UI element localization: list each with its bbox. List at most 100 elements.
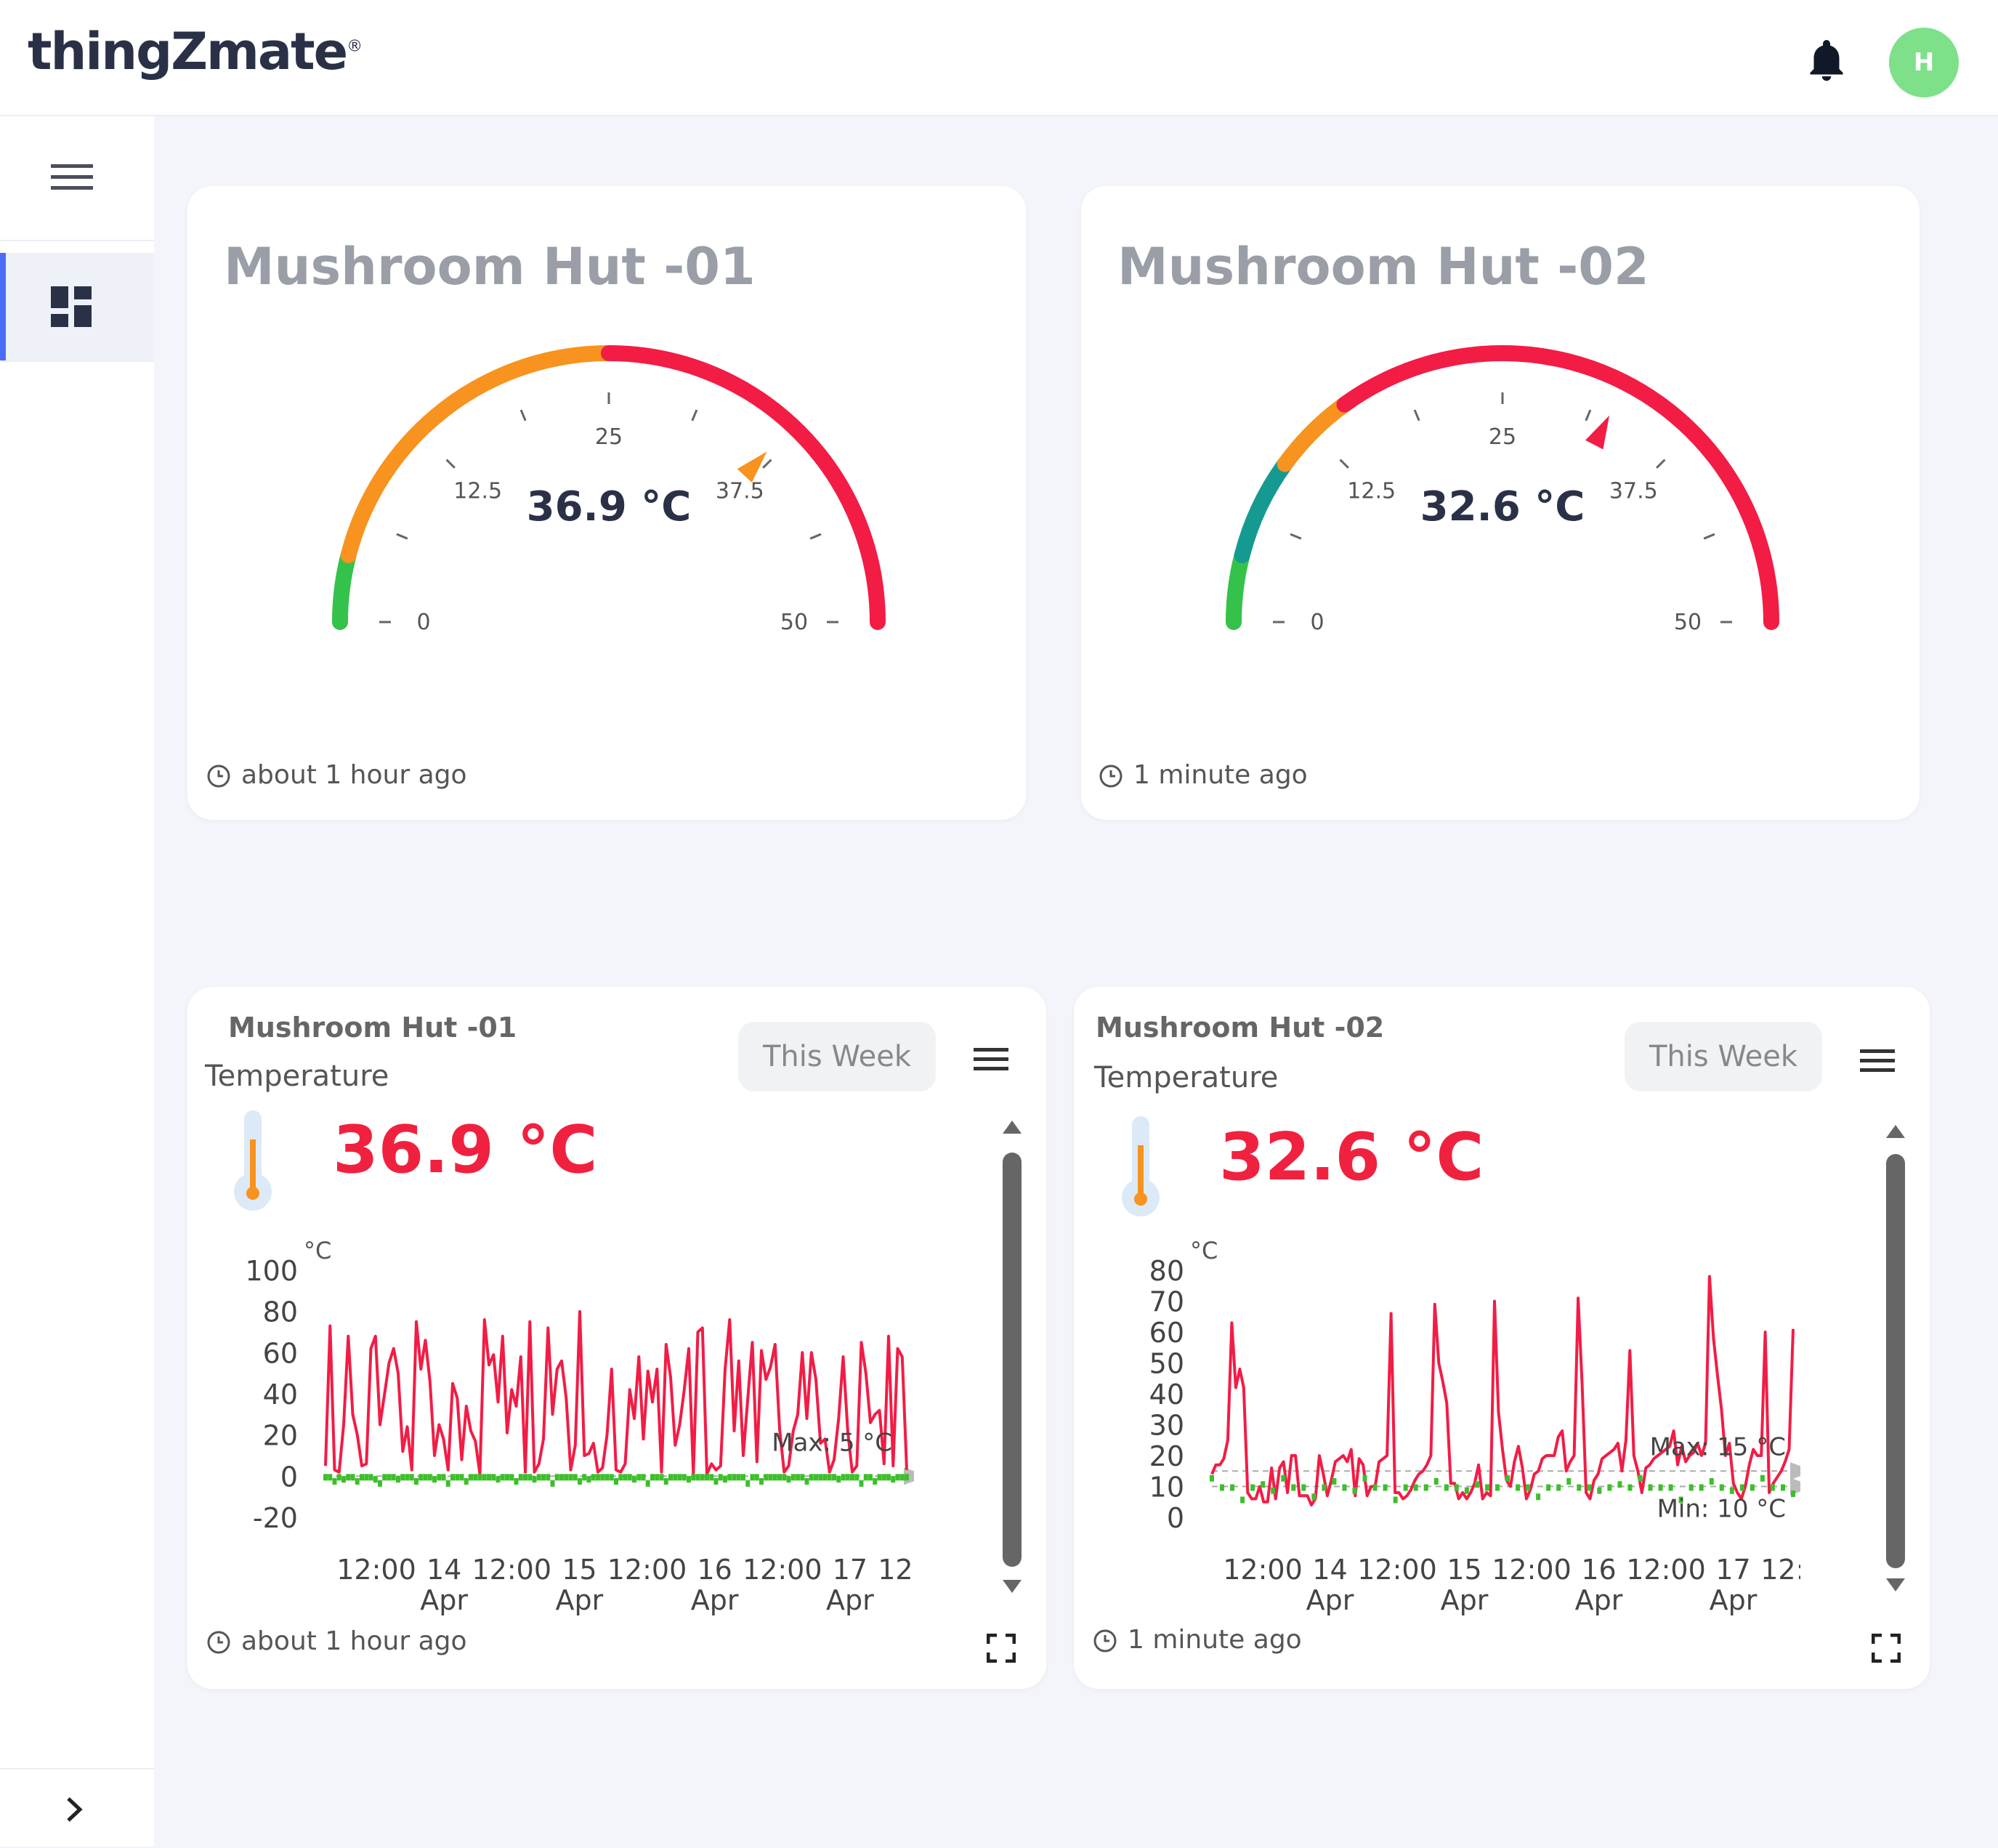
scroll-up-icon[interactable]	[1001, 1118, 1023, 1135]
y-tick-label: 60	[1149, 1317, 1184, 1349]
series-point	[541, 1474, 546, 1481]
series-point	[827, 1474, 832, 1481]
series-point	[1791, 1490, 1795, 1497]
sidebar-item-dashboard[interactable]	[0, 253, 154, 362]
series-point	[1332, 1478, 1337, 1485]
series-point	[650, 1474, 655, 1481]
series-point	[891, 1476, 896, 1483]
scroll-up-icon[interactable]	[1885, 1122, 1906, 1139]
series-point	[627, 1474, 632, 1481]
series-point	[559, 1474, 564, 1481]
series-point	[1322, 1484, 1327, 1491]
sidebar-expand-button[interactable]	[0, 1768, 154, 1848]
gauge-updated: 1 minute ago	[1099, 760, 1308, 790]
series-point	[645, 1480, 650, 1487]
series-point	[1638, 1474, 1643, 1482]
series-point	[1780, 1484, 1785, 1491]
x-tick-label: 12:00	[1357, 1554, 1437, 1586]
y-tick-label: 60	[263, 1337, 298, 1369]
gauge-card-hut-01: Mushroom Hut -01 0 12.5 25 37.5 50 36.9 °C ab…	[187, 186, 1026, 820]
sidebar-toggle-button[interactable]	[0, 116, 154, 241]
series-point	[822, 1474, 828, 1481]
series-point	[427, 1474, 432, 1481]
chart-menu-icon[interactable]	[974, 1045, 1008, 1074]
fullscreen-icon[interactable]	[987, 1634, 1016, 1663]
series-point	[1372, 1484, 1378, 1491]
series-point	[832, 1474, 836, 1481]
series-point	[1729, 1487, 1734, 1494]
series-point	[496, 1476, 501, 1483]
chart-scrollbar[interactable]	[1001, 1118, 1023, 1612]
series-point	[1271, 1487, 1276, 1494]
series-point	[1210, 1474, 1214, 1482]
series-point	[895, 1474, 900, 1481]
chart-subtitle: Temperature	[205, 1060, 389, 1093]
series-point	[700, 1474, 705, 1481]
series-point	[850, 1474, 854, 1481]
series-point	[1668, 1484, 1673, 1491]
series-point	[818, 1474, 823, 1481]
series-point	[368, 1474, 373, 1481]
chart-annotation: Max: 5 °C	[772, 1429, 892, 1458]
scroll-down-icon[interactable]	[1885, 1577, 1906, 1594]
series-point	[1750, 1484, 1755, 1491]
series-point	[487, 1474, 491, 1481]
series-point	[681, 1474, 687, 1481]
series-point	[1709, 1478, 1714, 1485]
gauge-tick-label: 0	[1310, 610, 1324, 635]
scrollbar-thumb[interactable]	[1003, 1153, 1022, 1567]
series-point	[1617, 1481, 1622, 1488]
gauge-tick-label: 25	[1489, 424, 1516, 450]
gauge-tick-label: 0	[416, 610, 430, 635]
chart-annotation: Max: 15 °C	[1650, 1432, 1786, 1461]
series-point	[378, 1480, 382, 1487]
time-range-button[interactable]: This Week	[738, 1022, 937, 1092]
thermometer-icon	[234, 1110, 272, 1211]
series-point	[1291, 1484, 1296, 1491]
gauge-tick-label: 37.5	[716, 479, 764, 504]
y-axis-unit: °C	[304, 1237, 331, 1264]
gauge-card-hut-02: Mushroom Hut -02 0 12.5 25 37.5 50 32.6 °C 1 …	[1081, 186, 1920, 820]
scroll-down-icon[interactable]	[1001, 1578, 1023, 1596]
series-point	[459, 1474, 464, 1481]
time-range-button[interactable]: This Week	[1625, 1022, 1823, 1092]
x-tick-label: 12:00	[472, 1554, 551, 1586]
chart-annotation: Min: 10 °C	[1657, 1495, 1786, 1524]
y-tick-label: 0	[280, 1461, 298, 1493]
updated-text: about 1 hour ago	[241, 760, 467, 790]
series-point	[1587, 1484, 1592, 1491]
series-point	[1516, 1484, 1521, 1491]
series-point	[1699, 1484, 1704, 1491]
gauge-tick-label: 50	[1674, 610, 1702, 635]
y-axis-unit: °C	[1190, 1237, 1218, 1264]
x-tick-sublabel: Apr	[556, 1584, 604, 1616]
series-point	[405, 1474, 410, 1481]
updated-text: 1 minute ago	[1128, 1625, 1302, 1655]
series-point	[1220, 1484, 1225, 1491]
series-point	[523, 1474, 527, 1481]
gauge-chart: 0 12.5 25 37.5 50 32.6 °C	[1226, 345, 1779, 635]
series-point	[1688, 1484, 1694, 1491]
series-point	[1484, 1484, 1489, 1491]
x-tick-label: 12:00	[607, 1554, 687, 1586]
series-point	[854, 1474, 860, 1481]
y-tick-label: 20	[1149, 1440, 1184, 1472]
bell-icon[interactable]	[1805, 38, 1848, 86]
series-point	[768, 1474, 773, 1481]
series-point	[1678, 1496, 1683, 1504]
series-point	[1739, 1484, 1744, 1491]
x-tick-sublabel: Apr	[1306, 1584, 1354, 1616]
chart-menu-icon[interactable]	[1860, 1046, 1895, 1076]
series-point	[905, 1474, 909, 1481]
series-point	[578, 1478, 582, 1485]
user-avatar[interactable]: H	[1889, 28, 1959, 97]
gauge-tick	[519, 409, 527, 421]
y-tick-label: 20	[263, 1420, 298, 1452]
brand-logo[interactable]: thingZmate®	[28, 22, 363, 81]
series-point	[836, 1476, 841, 1483]
series-point	[1301, 1484, 1306, 1491]
chart-scrollbar[interactable]	[1885, 1122, 1906, 1616]
scrollbar-thumb[interactable]	[1886, 1154, 1905, 1568]
fullscreen-icon[interactable]	[1872, 1634, 1901, 1663]
